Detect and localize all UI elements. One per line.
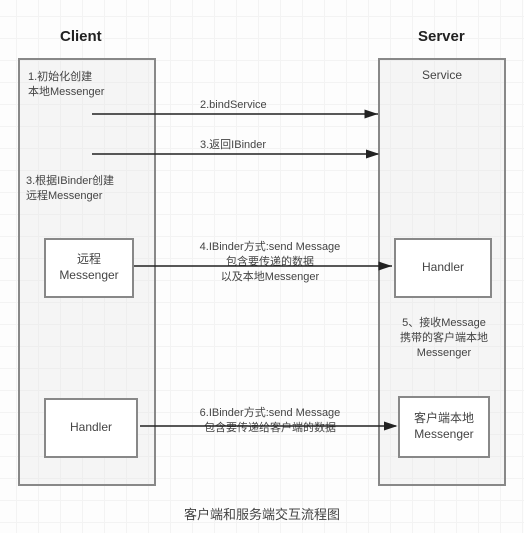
service-title: Service: [380, 68, 504, 82]
server-container: Service Handler 5、接收Message 携带的客户端本地 Mes…: [378, 58, 506, 486]
step-5: 5、接收Message 携带的客户端本地 Messenger: [386, 316, 502, 361]
server-title: Server: [418, 28, 465, 45]
client-local-messenger-box: 客户端本地 Messenger: [398, 396, 490, 458]
client-title: Client: [60, 28, 102, 45]
step-1: 1.初始化创建 本地Messenger: [28, 70, 104, 100]
client-local-messenger-label: 客户端本地 Messenger: [414, 411, 474, 442]
client-container: 1.初始化创建 本地Messenger 3.根据IBinder创建 远程Mess…: [18, 58, 156, 486]
client-handler-label: Handler: [70, 420, 112, 436]
remote-messenger-box: 远程 Messenger: [44, 238, 134, 298]
client-handler-box: Handler: [44, 398, 138, 458]
step-4-label: 4.IBinder方式:send Message 包含要传递的数据 以及本地Me…: [162, 240, 378, 285]
step-3-label: 3.返回IBinder: [200, 138, 266, 153]
remote-messenger-label: 远程 Messenger: [59, 252, 118, 283]
server-handler-label: Handler: [422, 260, 464, 276]
step-2-label: 2.bindService: [200, 98, 267, 113]
step-3b: 3.根据IBinder创建 远程Messenger: [26, 174, 114, 204]
server-handler-box: Handler: [394, 238, 492, 298]
step-6-label: 6.IBinder方式:send Message 包含要传递给客户端的数据: [162, 406, 378, 436]
diagram-caption: 客户端和服务端交互流程图: [0, 504, 524, 523]
